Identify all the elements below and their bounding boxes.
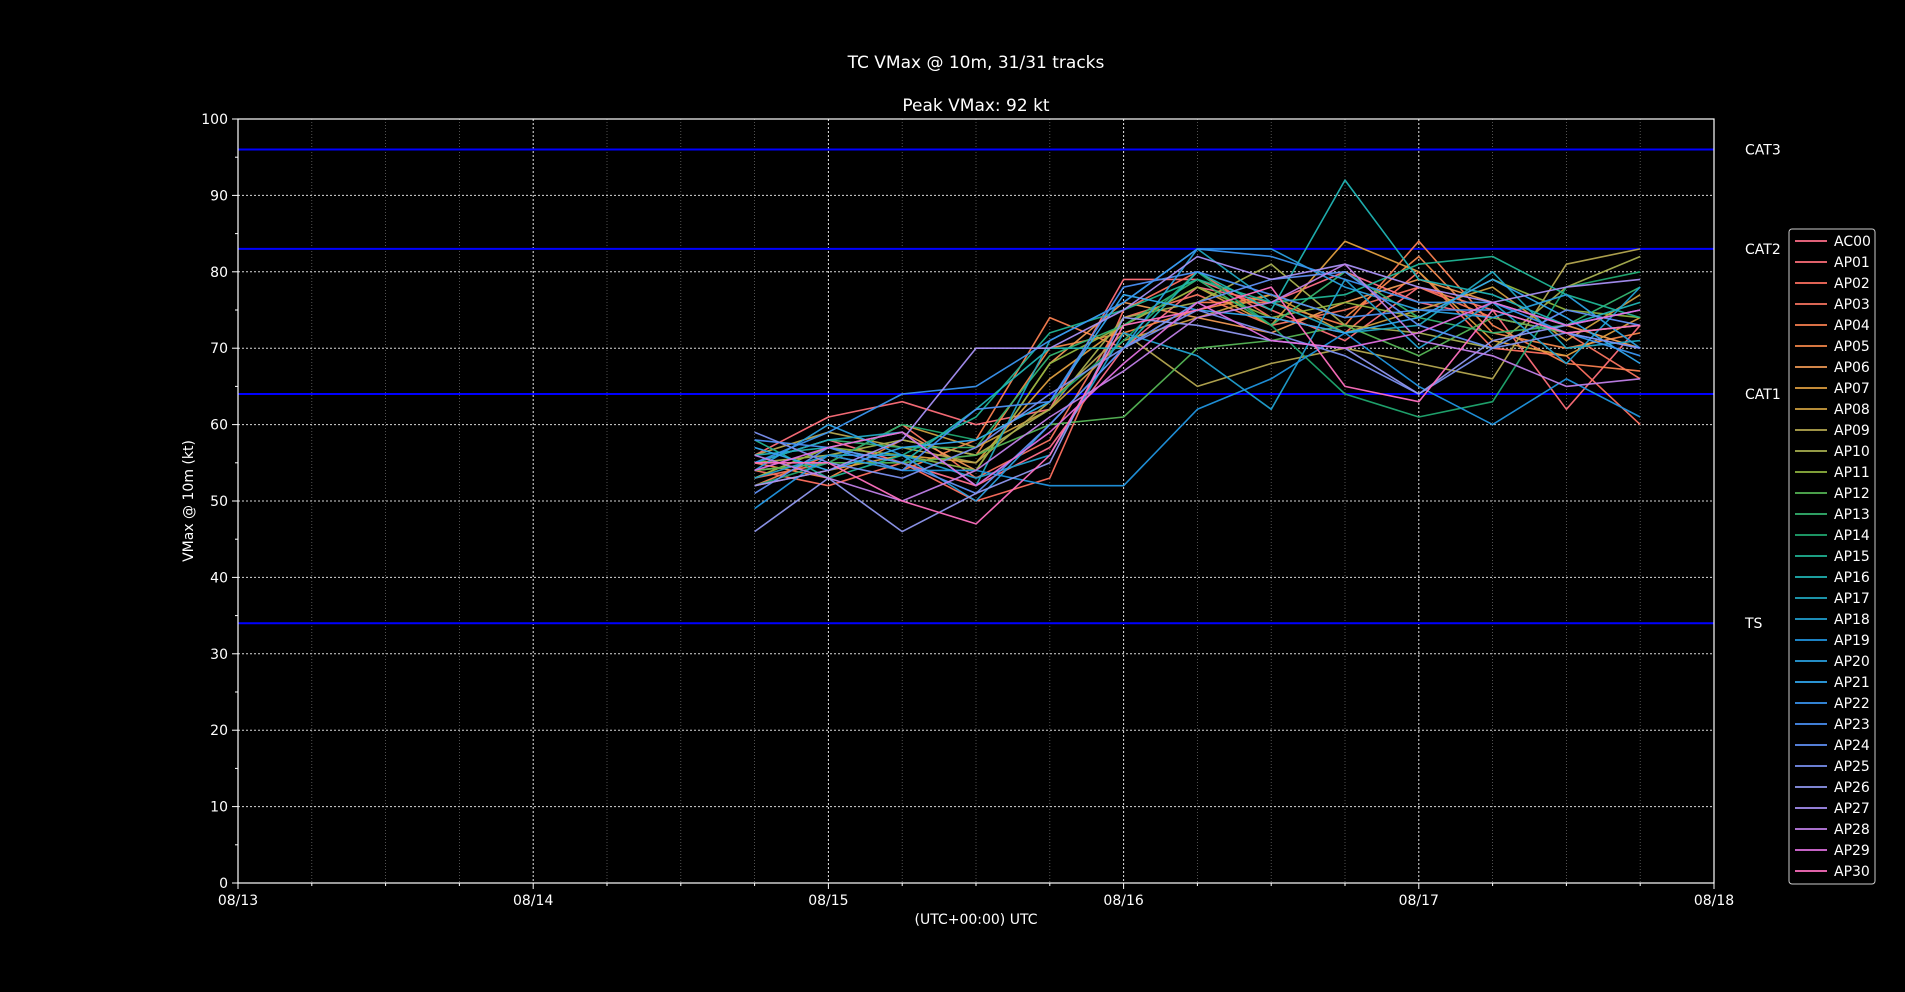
x-tick-label: 08/15 <box>808 893 848 909</box>
y-tick-label: 50 <box>210 494 228 510</box>
legend-label: AP10 <box>1834 444 1870 460</box>
legend-label: AP29 <box>1834 843 1870 859</box>
threshold-label: CAT3 <box>1745 143 1781 159</box>
legend-label: AP14 <box>1834 528 1870 544</box>
legend-label: AP01 <box>1834 255 1870 271</box>
legend-label: AP17 <box>1834 591 1870 607</box>
y-tick-label: 40 <box>210 570 228 586</box>
legend-label: AC00 <box>1834 234 1871 250</box>
x-axis-label: (UTC+00:00) UTC <box>915 912 1038 928</box>
legend-label: AP03 <box>1834 297 1870 313</box>
legend-label: AP21 <box>1834 675 1870 691</box>
y-tick-label: 60 <box>210 418 228 434</box>
y-tick-label: 0 <box>219 876 228 892</box>
legend-label: AP04 <box>1834 318 1870 334</box>
x-tick-label: 08/14 <box>513 893 553 909</box>
threshold-label: CAT1 <box>1745 387 1781 403</box>
y-tick-label: 30 <box>210 647 228 663</box>
legend-label: AP08 <box>1834 402 1870 418</box>
series-line <box>754 286 1641 525</box>
legend-label: AP20 <box>1834 654 1870 670</box>
legend-label: AP30 <box>1834 864 1870 880</box>
legend: AC00 AP01 AP02 AP03 AP04 AP05 AP06 AP07 AP08 AP09… <box>1788 228 1876 885</box>
series-line <box>754 309 1641 533</box>
legend-label: AP22 <box>1834 696 1870 712</box>
legend-label: AP06 <box>1834 360 1870 376</box>
legend-label: AP27 <box>1834 801 1870 817</box>
chart-title: TC VMax @ 10m, 31/31 tracks <box>847 53 1105 73</box>
legend-label: AP28 <box>1834 822 1870 838</box>
y-tick-label: 80 <box>210 265 228 281</box>
y-tick-label: 100 <box>201 112 228 128</box>
threshold-label: CAT2 <box>1745 242 1781 258</box>
legend-label: AP09 <box>1834 423 1870 439</box>
legend-label: AP16 <box>1834 570 1870 586</box>
x-tick-label: 08/13 <box>218 893 258 909</box>
legend-label: AP07 <box>1834 381 1870 397</box>
legend-label: AP05 <box>1834 339 1870 355</box>
y-axis-ticks: 0 10 20 30 40 50 60 70 80 90 100 <box>201 112 238 892</box>
y-tick-label: 70 <box>210 341 228 357</box>
threshold-lines: TS CAT1 CAT2 CAT3 <box>238 143 1781 632</box>
legend-label: AP11 <box>1834 465 1870 481</box>
legend-label: AP19 <box>1834 633 1870 649</box>
y-tick-label: 90 <box>210 188 228 204</box>
legend-box <box>1788 228 1876 885</box>
series-lines <box>754 179 1641 533</box>
legend-label: AP25 <box>1834 759 1870 775</box>
x-tick-label: 08/18 <box>1694 893 1734 909</box>
y-axis-label: VMax @ 10m (kt) <box>181 440 197 562</box>
x-tick-label: 08/16 <box>1103 893 1143 909</box>
x-tick-label: 08/17 <box>1399 893 1439 909</box>
series-line <box>754 301 1641 487</box>
legend-label: AP12 <box>1834 486 1870 502</box>
legend-label: AP15 <box>1834 549 1870 565</box>
y-tick-label: 20 <box>210 723 228 739</box>
legend-label: AP23 <box>1834 717 1870 733</box>
legend-label: AP02 <box>1834 276 1870 292</box>
legend-label: AP13 <box>1834 507 1870 523</box>
legend-label: AP18 <box>1834 612 1870 628</box>
x-axis-ticks: 08/13 08/14 08/15 08/16 08/17 08/18 <box>218 883 1734 909</box>
legend-label: AP24 <box>1834 738 1870 754</box>
threshold-label: TS <box>1744 616 1763 632</box>
legend-label: AP26 <box>1834 780 1870 796</box>
y-tick-label: 10 <box>210 800 228 816</box>
chart-subtitle: Peak VMax: 92 kt <box>902 96 1050 116</box>
